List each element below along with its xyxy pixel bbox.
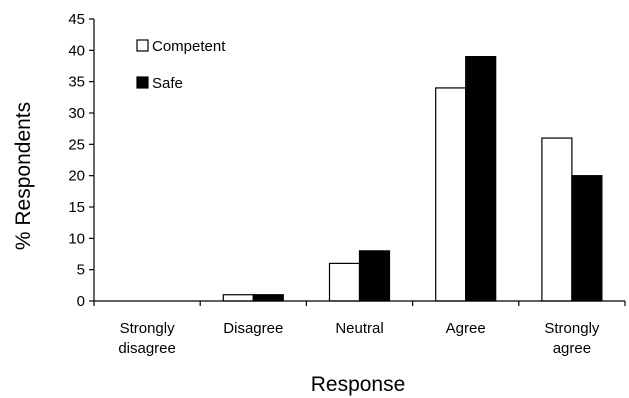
x-tick-label: Strongly bbox=[544, 320, 600, 337]
y-tick-label: 20 bbox=[68, 168, 85, 185]
y-tick-label: 15 bbox=[68, 199, 85, 216]
y-tick-label: 45 bbox=[68, 11, 85, 28]
bar-safe-3 bbox=[465, 55, 497, 302]
bars bbox=[222, 55, 603, 302]
x-tick-label: Neutral bbox=[335, 320, 383, 337]
y-tick-label: 5 bbox=[77, 262, 85, 279]
legend-label-safe: Safe bbox=[152, 75, 183, 92]
y-axis-label: % Respondents bbox=[12, 102, 35, 250]
bar-competent-3 bbox=[435, 87, 467, 302]
x-tick-label: Strongly bbox=[120, 320, 176, 337]
legend: Competent Safe bbox=[136, 38, 226, 92]
x-tick-label: Disagree bbox=[223, 320, 283, 337]
y-tick-label: 0 bbox=[77, 293, 85, 310]
bar-competent-4 bbox=[541, 137, 573, 302]
x-axis-tick-labels: Strongly disagree Disagree Neutral Agree Stro… bbox=[118, 320, 600, 357]
bar-competent-1 bbox=[222, 294, 254, 302]
y-tick-label: 25 bbox=[68, 136, 85, 153]
y-tick-label: 10 bbox=[68, 230, 85, 247]
x-tick-label: disagree bbox=[118, 340, 176, 357]
legend-label-competent: Competent bbox=[152, 38, 226, 55]
x-tick-label: Agree bbox=[446, 320, 486, 337]
y-tick-label: 40 bbox=[68, 42, 85, 59]
bar-safe-1 bbox=[252, 294, 284, 302]
bar-safe-2 bbox=[358, 250, 391, 302]
bar-competent-2 bbox=[328, 262, 361, 302]
y-tick-label: 30 bbox=[68, 105, 85, 122]
y-axis-ticks: 0 5 10 15 20 25 30 35 40 45 bbox=[68, 11, 626, 310]
x-tick-label: agree bbox=[553, 340, 591, 357]
x-axis-label: Response bbox=[311, 373, 406, 396]
legend-swatch-safe bbox=[136, 76, 149, 89]
bar-safe-4 bbox=[571, 175, 603, 302]
legend-swatch-competent bbox=[136, 39, 149, 52]
y-tick-label: 35 bbox=[68, 74, 85, 91]
